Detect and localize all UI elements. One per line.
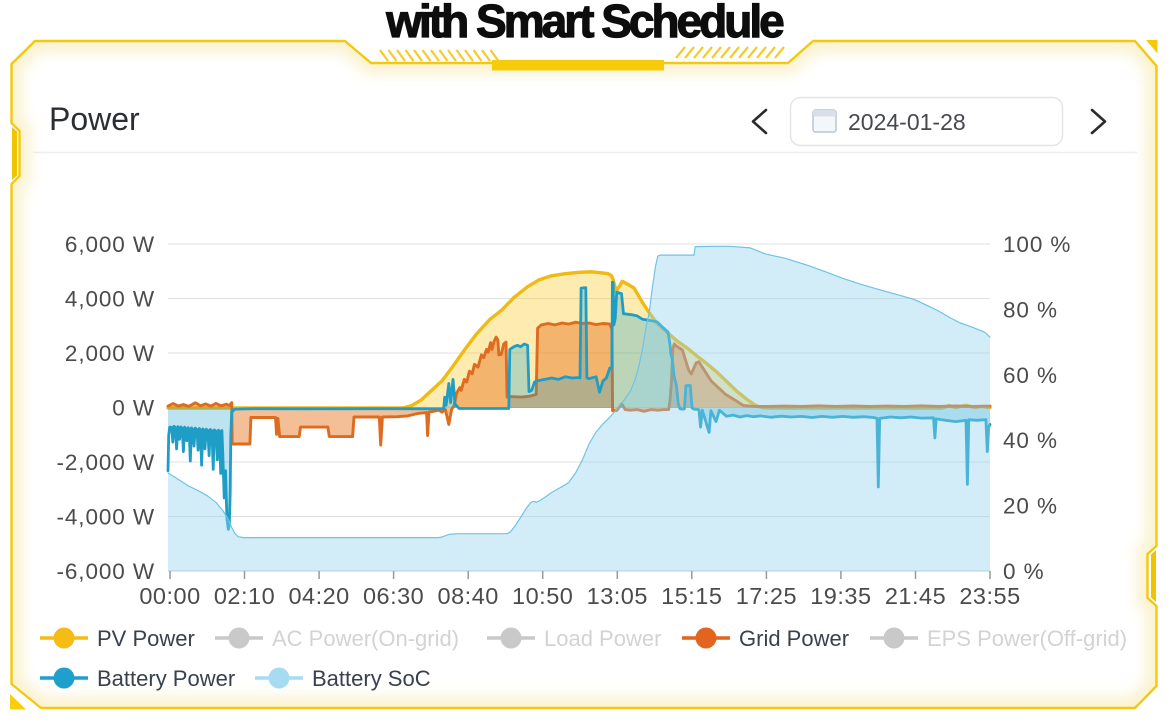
svg-text:EPS Power(Off-grid): EPS Power(Off-grid)	[927, 626, 1127, 651]
svg-text:17:25: 17:25	[736, 583, 797, 609]
svg-text:0 W: 0 W	[112, 396, 155, 421]
svg-text:with Smart Schedule: with Smart Schedule	[385, 0, 784, 47]
svg-text:2024-01-28: 2024-01-28	[848, 109, 966, 135]
svg-text:Power: Power	[49, 101, 140, 137]
svg-text:Battery Power: Battery Power	[97, 666, 235, 691]
svg-text:4,000 W: 4,000 W	[65, 287, 155, 312]
svg-text:20 %: 20 %	[1003, 494, 1058, 519]
svg-text:6,000 W: 6,000 W	[65, 232, 155, 257]
svg-text:10:50: 10:50	[512, 583, 573, 609]
svg-text:100 %: 100 %	[1003, 232, 1071, 257]
svg-text:13:05: 13:05	[587, 583, 648, 609]
svg-text:Load Power: Load Power	[544, 626, 661, 651]
svg-text:02:10: 02:10	[214, 583, 275, 609]
svg-text:15:15: 15:15	[661, 583, 722, 609]
svg-text:08:40: 08:40	[438, 583, 499, 609]
svg-text:PV Power: PV Power	[97, 626, 195, 651]
svg-text:60 %: 60 %	[1003, 363, 1058, 388]
svg-text:80 %: 80 %	[1003, 297, 1058, 322]
svg-text:AC Power(On-grid): AC Power(On-grid)	[272, 626, 459, 651]
svg-text:-4,000 W: -4,000 W	[57, 505, 156, 530]
svg-text:06:30: 06:30	[363, 583, 424, 609]
svg-text:00:00: 00:00	[139, 583, 200, 609]
svg-text:0 %: 0 %	[1003, 559, 1044, 584]
svg-text:21:45: 21:45	[885, 583, 946, 609]
svg-text:-2,000 W: -2,000 W	[57, 450, 156, 475]
svg-text:2,000 W: 2,000 W	[65, 341, 155, 366]
svg-text:19:35: 19:35	[810, 583, 871, 609]
svg-text:40 %: 40 %	[1003, 428, 1058, 453]
svg-text:Battery SoC: Battery SoC	[312, 666, 431, 691]
svg-text:23:55: 23:55	[959, 583, 1020, 609]
svg-text:-6,000 W: -6,000 W	[57, 559, 156, 584]
svg-text:04:20: 04:20	[288, 583, 349, 609]
svg-text:Grid Power: Grid Power	[739, 626, 849, 651]
